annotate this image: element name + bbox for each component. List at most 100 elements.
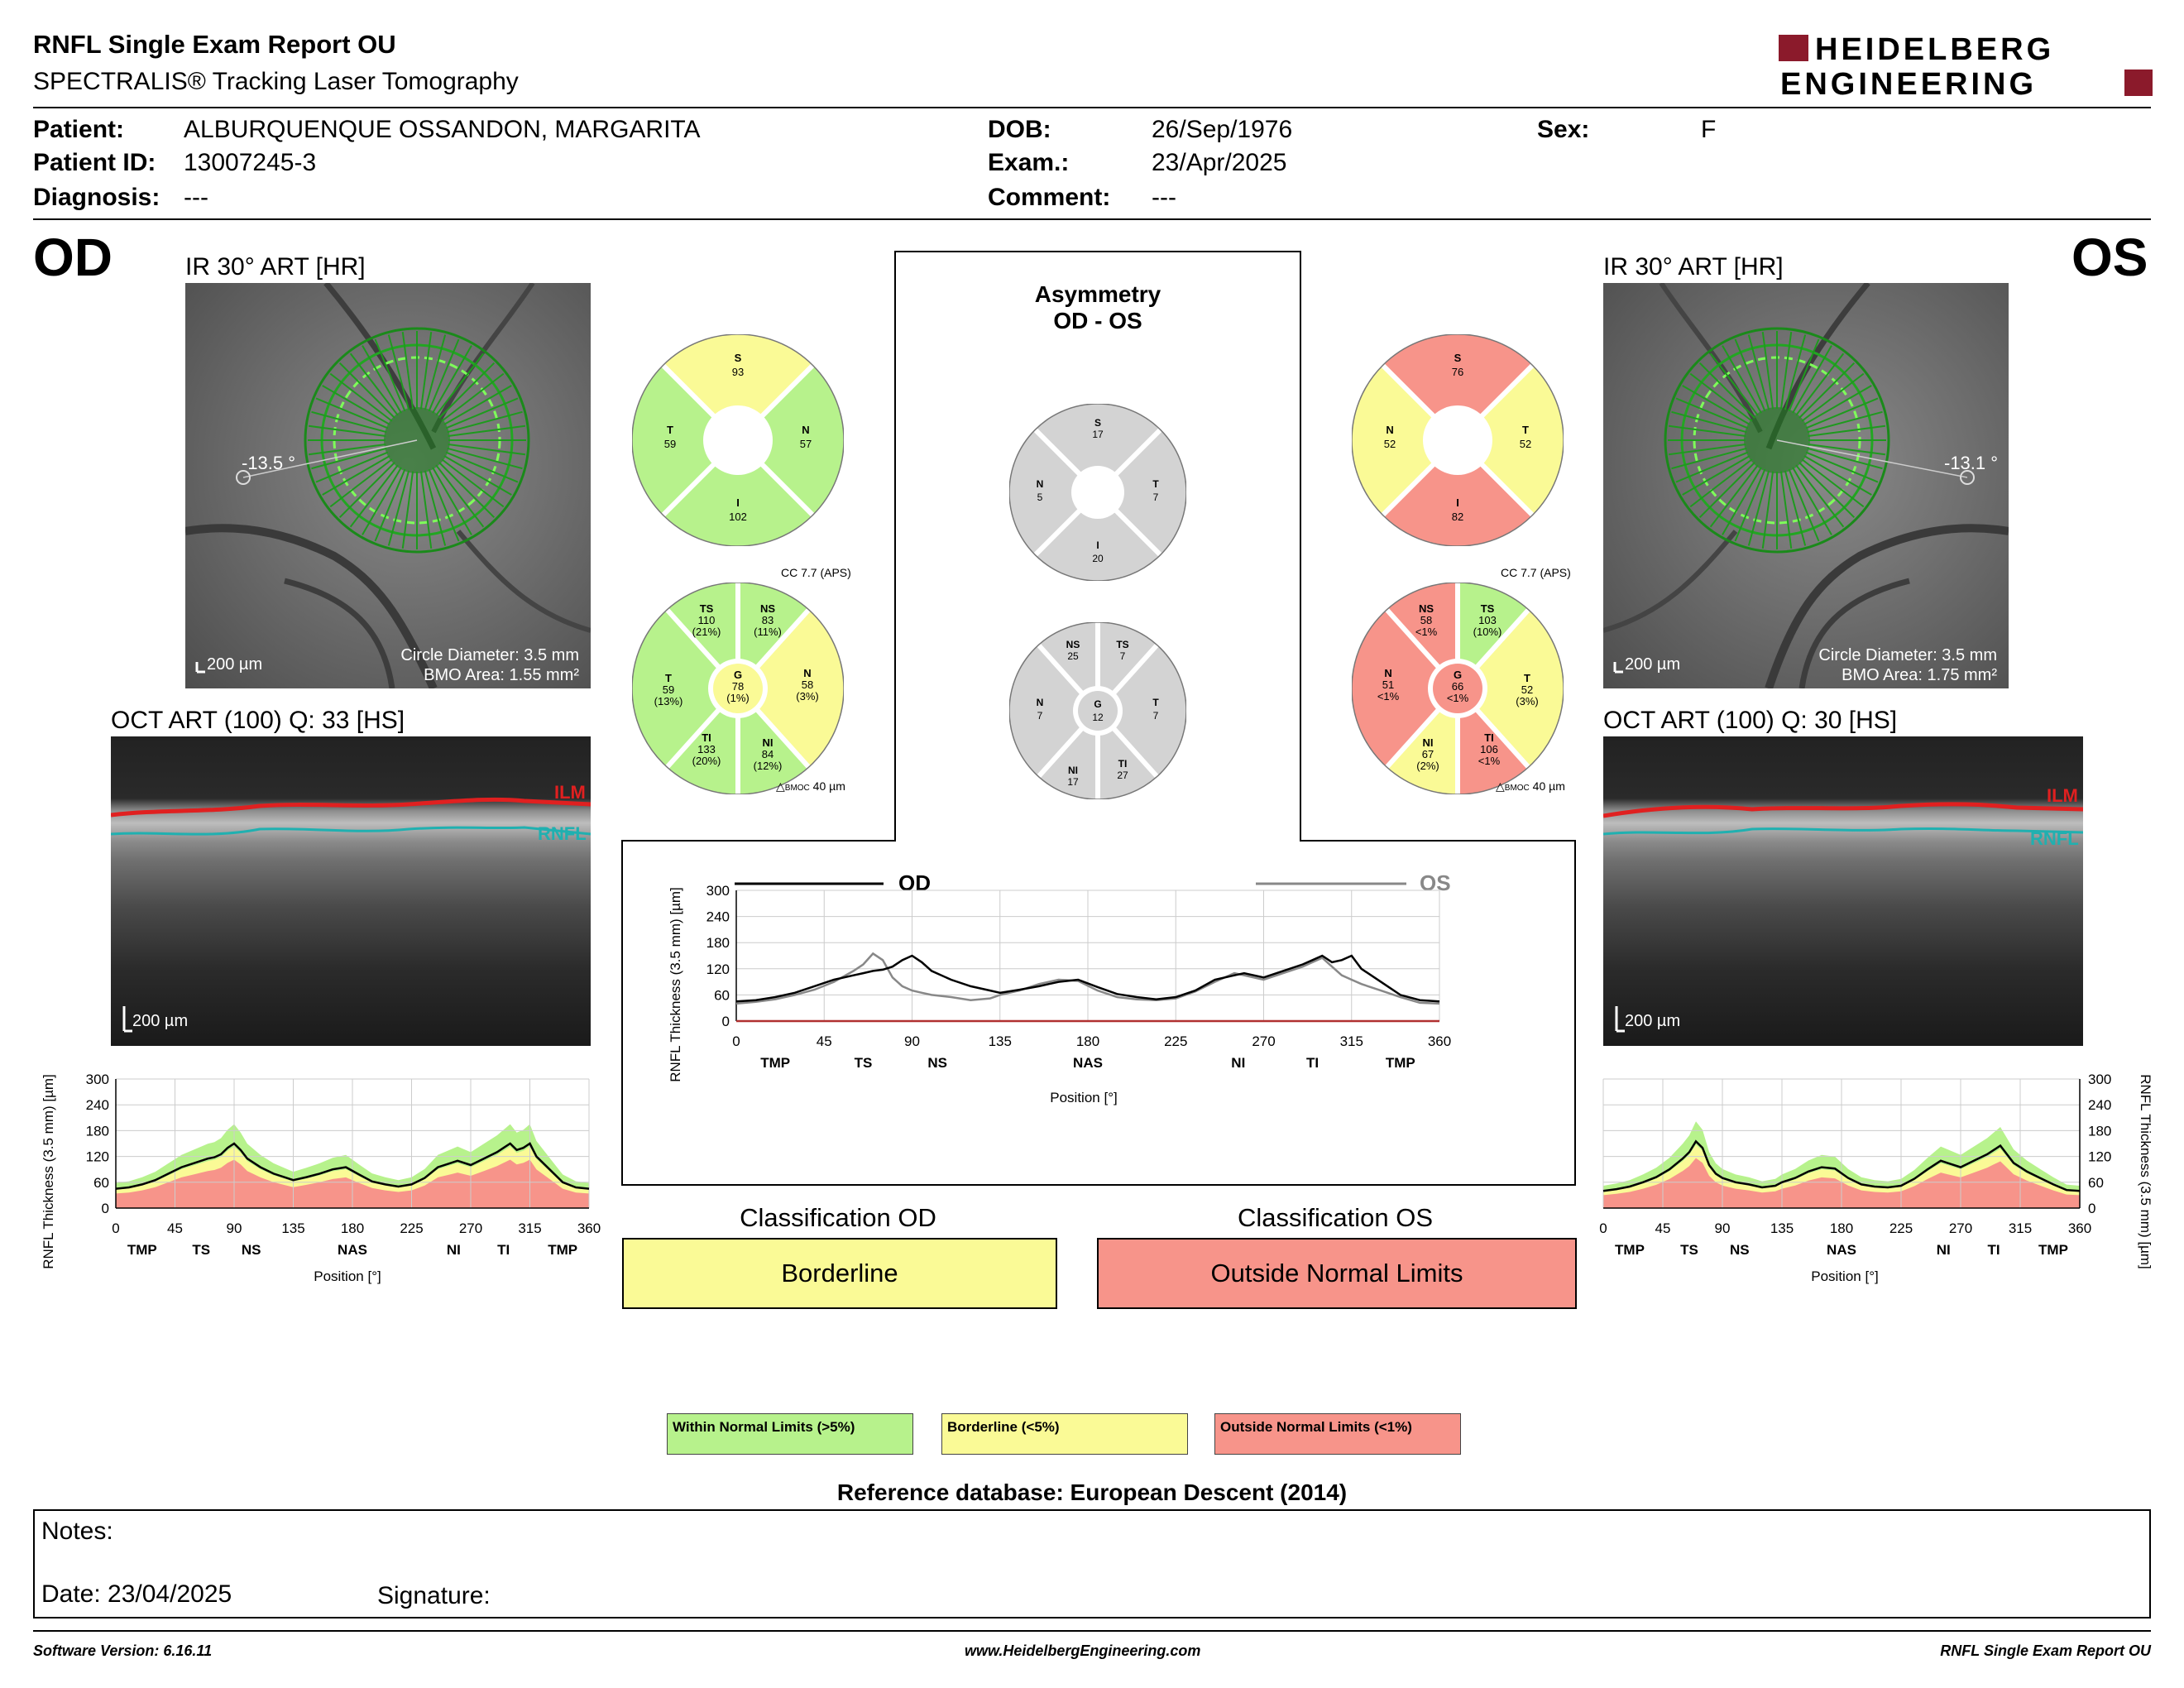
side-region-label: NAS xyxy=(1827,1242,1856,1258)
asym-sec-ti: 27 xyxy=(1117,770,1128,781)
side-xtick: 45 xyxy=(167,1220,183,1236)
notes-box[interactable]: Notes: Date: 23/04/2025 Signature: xyxy=(33,1509,2151,1618)
company-logo: HEIDELBERG ENGINEERING xyxy=(1779,31,2154,102)
logo-line1: HEIDELBERG xyxy=(1815,32,2054,67)
os-quad-s: 76 xyxy=(1452,366,1463,378)
side-xtick: 180 xyxy=(1830,1220,1853,1236)
svg-text:N: N xyxy=(1037,478,1044,490)
asymmetry-subtitle: OD - OS xyxy=(1053,308,1142,333)
asym-sec-ts: 7 xyxy=(1120,650,1126,662)
od-ir-scale: 200 µm xyxy=(207,655,262,674)
classification-os-box: Outside Normal Limits xyxy=(1097,1238,1577,1309)
od-sec-t: 59 xyxy=(663,683,674,696)
compare-xtick: 225 xyxy=(1164,1033,1187,1049)
footer-report-name: RNFL Single Exam Report OU xyxy=(1940,1642,2151,1659)
report-subtitle: SPECTRALIS® Tracking Laser Tomography xyxy=(33,68,519,95)
side-xtick: 225 xyxy=(1889,1220,1913,1236)
compare-ytick: 0 xyxy=(722,1014,730,1029)
side-xtick: 360 xyxy=(2068,1220,2091,1236)
side-xtick: 0 xyxy=(1599,1220,1607,1236)
os-ir-title: IR 30° ART [HR] xyxy=(1603,253,1784,281)
side-region-label: NS xyxy=(1730,1242,1750,1258)
asym-sec-ns: 25 xyxy=(1067,650,1079,662)
side-region-label: NS xyxy=(242,1242,261,1258)
side-region-label: TI xyxy=(1987,1242,2000,1258)
svg-text:(2%): (2%) xyxy=(1416,760,1439,772)
side-region-label: TMP xyxy=(548,1242,577,1258)
svg-text:<1%: <1% xyxy=(1478,755,1501,767)
os-sec-ns: 58 xyxy=(1420,614,1432,626)
comment-value: --- xyxy=(1152,184,1176,211)
diagnosis-label: Diagnosis: xyxy=(33,184,160,211)
delta-icon: △ xyxy=(776,779,785,793)
os-quadrant-chart: S 76 N 52 I 82 T 52 xyxy=(1351,333,1564,547)
svg-text:S: S xyxy=(1454,352,1462,364)
side-xtick: 135 xyxy=(281,1220,304,1236)
od-sec-g: 78 xyxy=(732,680,744,693)
asym-sec-ni: 17 xyxy=(1067,776,1079,788)
svg-text:G: G xyxy=(1094,698,1101,710)
asym-sec-g: 12 xyxy=(1092,712,1104,723)
side-region-label: NAS xyxy=(338,1242,367,1258)
os-sector-chart: NS 58 <1% TS 103 (10%) T 52 (3%) TI 106 … xyxy=(1351,582,1564,795)
side-xtick: 270 xyxy=(459,1220,482,1236)
compare-region-label: TMP xyxy=(1386,1055,1415,1071)
compare-xtick: 0 xyxy=(732,1033,740,1049)
side-xtick: 315 xyxy=(518,1220,541,1236)
compare-region-label: TI xyxy=(1306,1055,1319,1071)
od-sec-ni: 84 xyxy=(762,748,774,760)
side-ytick: 300 xyxy=(2088,1072,2111,1087)
compare-xtick: 135 xyxy=(989,1033,1012,1049)
footer-website[interactable]: www.HeidelbergEngineering.com xyxy=(965,1642,1201,1659)
side-region-label: TMP xyxy=(1615,1242,1645,1258)
side-ytick: 0 xyxy=(102,1201,109,1216)
compare-series-os xyxy=(735,952,1440,1005)
svg-text:TI: TI xyxy=(1118,758,1128,770)
svg-text:(3%): (3%) xyxy=(796,690,818,703)
os-sec-ni: 67 xyxy=(1422,748,1434,760)
svg-text:N: N xyxy=(1386,424,1393,436)
svg-text:S: S xyxy=(735,352,742,364)
compare-xtick: 90 xyxy=(904,1033,920,1049)
os-oct-image: ILM RNFL 200 µm xyxy=(1603,736,2083,1046)
patient-name: ALBURQUENQUE OSSANDON, MARGARITA xyxy=(184,116,701,143)
legend-borderline: Borderline (<5%) xyxy=(941,1413,1188,1455)
od-sec-n: 58 xyxy=(802,679,813,691)
logo-line2: ENGINEERING xyxy=(1780,67,2037,99)
od-side-xlabel: Position [°] xyxy=(314,1268,381,1284)
compare-xtick: 180 xyxy=(1076,1033,1099,1049)
notes-date: Date: 23/04/2025 xyxy=(41,1580,232,1608)
os-side-ylabel: RNFL Thickness (3.5 mm) [µm] xyxy=(2138,1074,2153,1269)
od-eye-label: OD xyxy=(33,228,113,287)
side-region-label: TS xyxy=(1680,1242,1698,1258)
od-quad-s: 93 xyxy=(732,366,744,378)
os-rnfl-label: RNFL xyxy=(2030,828,2079,849)
od-ir-title: IR 30° ART [HR] xyxy=(185,253,366,281)
os-sec-ts: 103 xyxy=(1478,614,1497,626)
svg-text:(3%): (3%) xyxy=(1516,695,1538,707)
svg-text:NS: NS xyxy=(760,602,775,615)
svg-text:I: I xyxy=(1096,539,1099,551)
classification-os-title: Classification OS xyxy=(1237,1203,1434,1232)
compare-xtick: 270 xyxy=(1252,1033,1275,1049)
patient-id-label: Patient ID: xyxy=(33,149,156,176)
compare-ytick: 60 xyxy=(714,987,730,1003)
compare-region-label: TS xyxy=(855,1055,873,1071)
side-region-label: TS xyxy=(192,1242,210,1258)
comment-label: Comment: xyxy=(988,184,1111,211)
od-sec-ti: 133 xyxy=(697,743,716,755)
svg-text:NS: NS xyxy=(1066,639,1080,650)
compare-xtick: 45 xyxy=(817,1033,832,1049)
delta-icon: △ xyxy=(1496,779,1505,793)
od-bmoc: △BMOC 40 µm xyxy=(776,779,845,793)
od-bmo-area: BMO Area: 1.55 mm² xyxy=(424,666,579,684)
svg-text:I: I xyxy=(1456,496,1459,509)
svg-text:(1%): (1%) xyxy=(726,692,749,704)
svg-text:NI: NI xyxy=(1068,765,1078,776)
svg-text:(21%): (21%) xyxy=(692,626,721,638)
exam-date: 23/Apr/2025 xyxy=(1152,149,1287,176)
notes-signature: Signature: xyxy=(377,1582,491,1609)
compare-os-label: OS xyxy=(1420,870,1451,895)
os-quad-n: 52 xyxy=(1384,438,1396,450)
